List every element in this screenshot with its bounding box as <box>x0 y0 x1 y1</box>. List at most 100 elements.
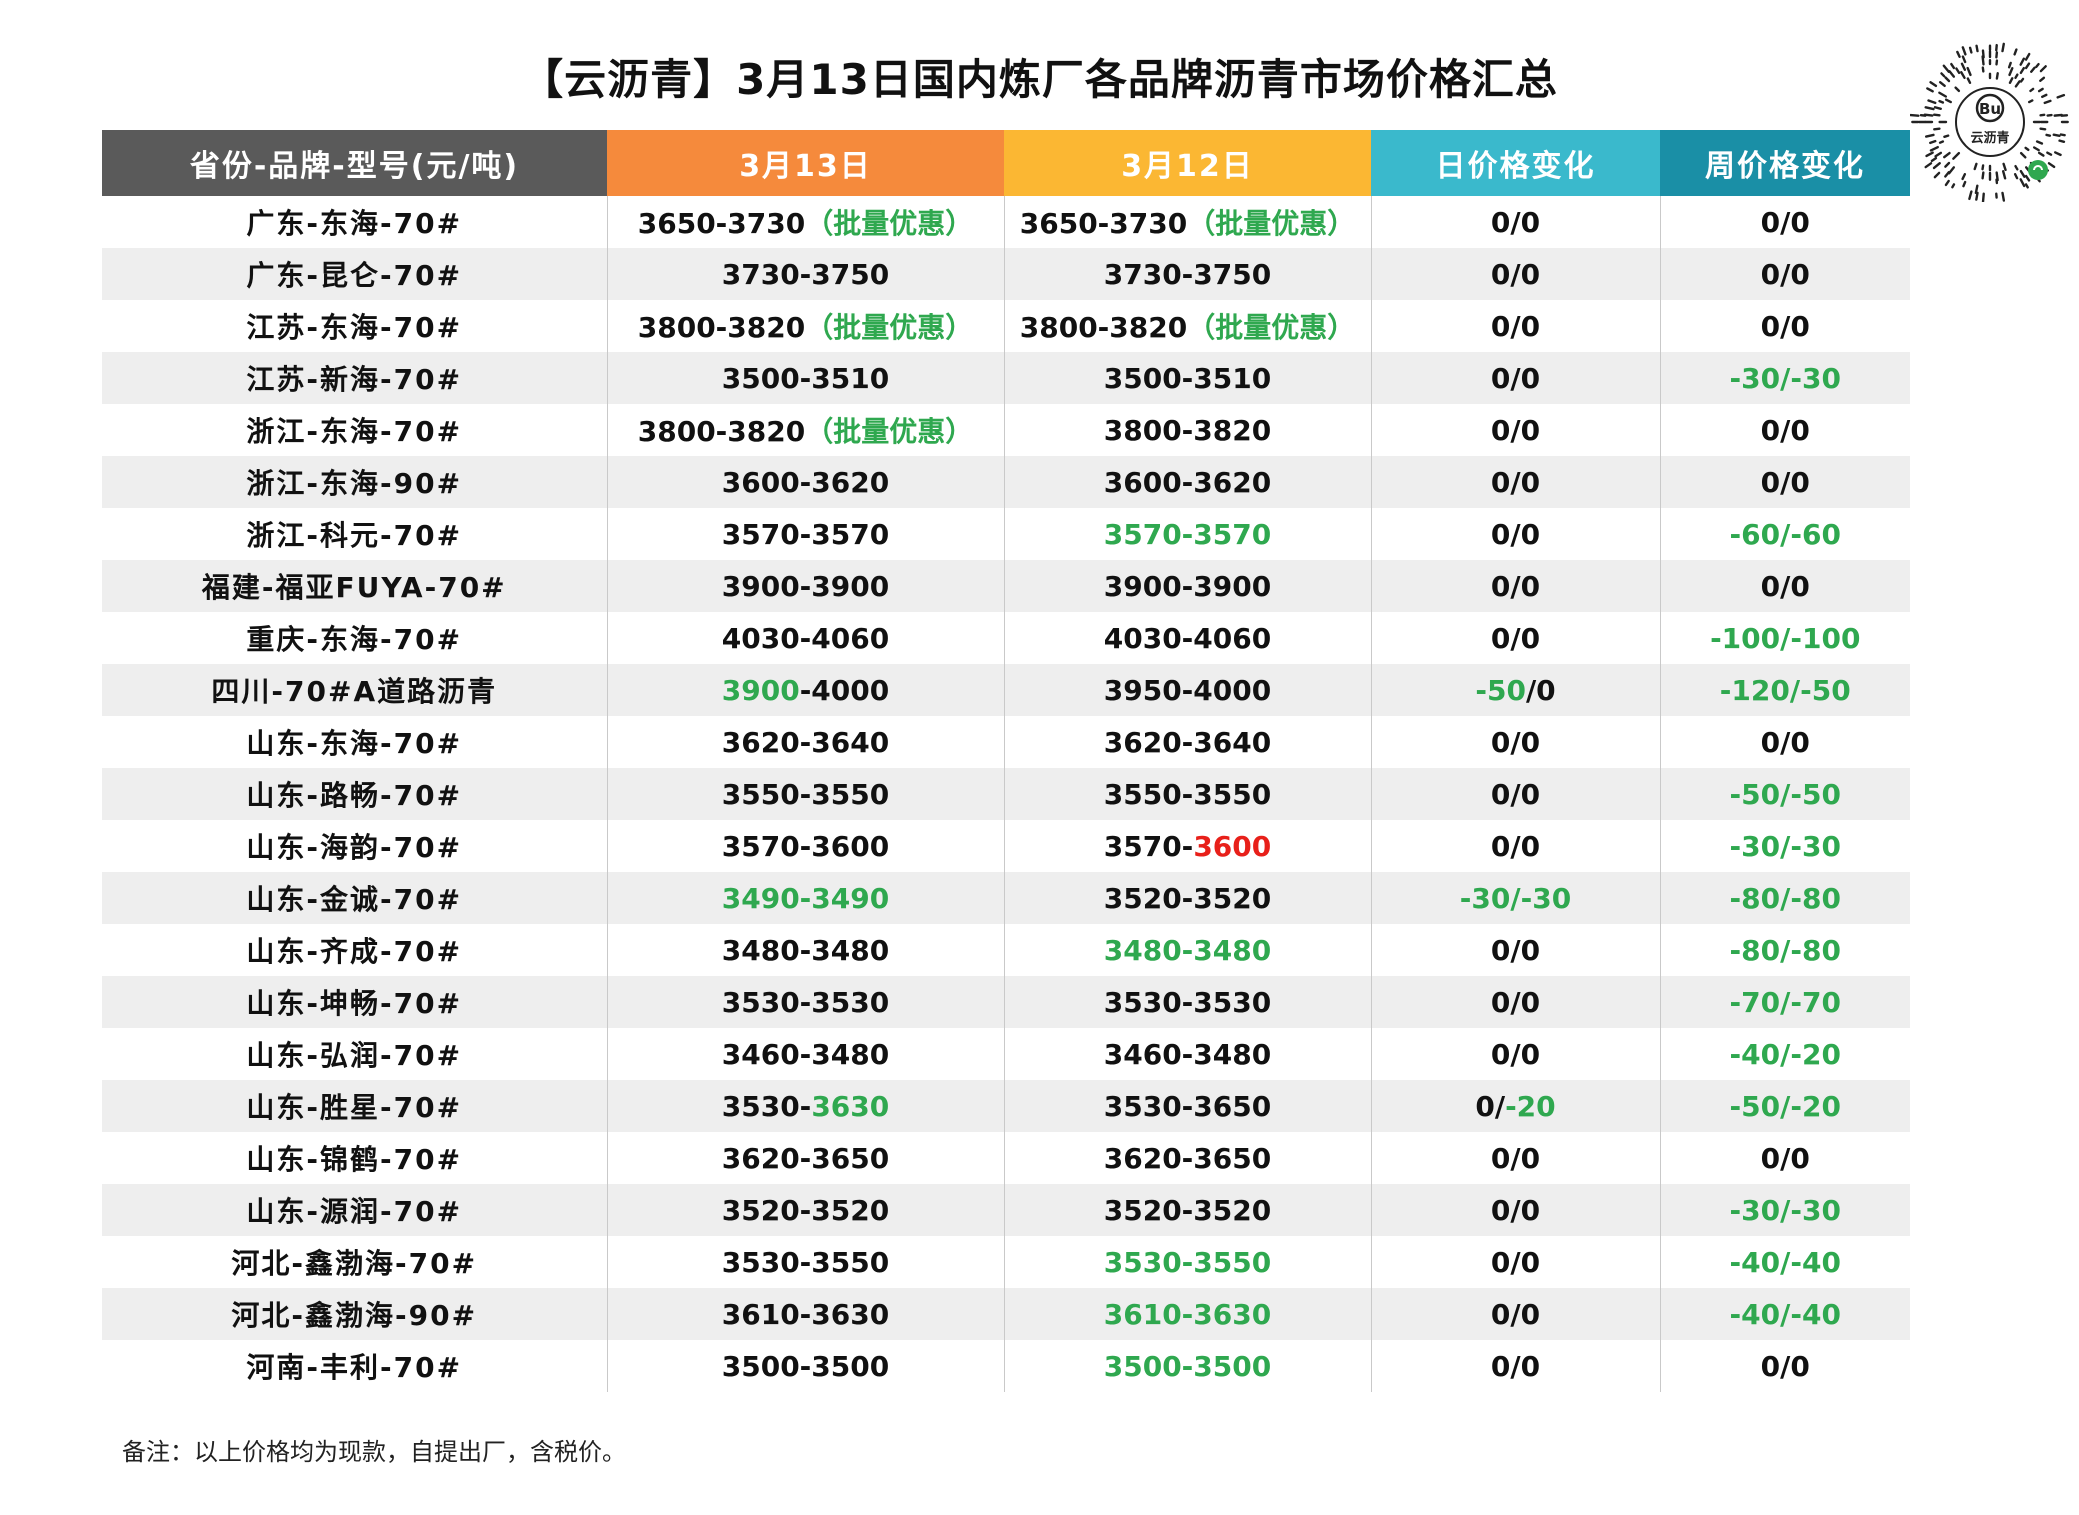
cell-value: -30/-30 <box>1459 881 1572 915</box>
qr-dot <box>1927 99 1937 105</box>
cell-value: 3630 <box>811 1089 890 1123</box>
qr-dot <box>2037 151 2045 157</box>
cell-value: -50 <box>1475 673 1526 707</box>
table-cell: 3490-3490 <box>606 872 1004 924</box>
table-cell: -100/-100 <box>1659 612 1910 664</box>
table-cell: 0/0 <box>1370 976 1660 1028</box>
logo-icon <box>1975 93 2005 123</box>
cell-value: 0/0 <box>1760 257 1810 291</box>
qr-dot <box>1929 145 1939 152</box>
qr-dot <box>1944 171 1950 178</box>
table-cell: 3620-3640 <box>1003 716 1371 768</box>
table-cell: 3530-3630 <box>606 1080 1004 1132</box>
cell-value: 3600 <box>1193 829 1272 863</box>
qr-dot <box>1952 151 1961 160</box>
table-cell: 0/0 <box>1370 456 1660 508</box>
table-cell: 3460-3480 <box>606 1028 1004 1080</box>
table-cell: 0/0 <box>1370 820 1660 872</box>
row-label: 山东-弘润-70# <box>102 1028 607 1080</box>
cell-value: 3520-3520 <box>1103 881 1272 915</box>
row-label: 浙江-东海-90# <box>102 456 607 508</box>
qr-dot <box>1933 106 1942 111</box>
cell-value: 0/0 <box>1760 205 1810 239</box>
table-cell: 3520-3520 <box>1003 1184 1371 1236</box>
cell-value: 3570-3570 <box>1103 517 1272 551</box>
cell-value: 3520-3520 <box>721 1193 890 1227</box>
table-cell: 0/-20 <box>1370 1080 1660 1132</box>
cell-value: -60/-60 <box>1729 517 1841 551</box>
qr-dot <box>1943 151 1951 159</box>
table-row: 江苏-新海-70# 3500-3510 3500-3510 0/0 -30/-30 <box>102 352 1910 404</box>
qr-dot <box>2059 133 2066 137</box>
qr-dot <box>2019 66 2026 75</box>
table-cell: 3620-3640 <box>606 716 1004 768</box>
cell-value: 3520-3520 <box>1103 1193 1272 1227</box>
table-cell: 3900-3900 <box>606 560 1004 612</box>
cell-value: （批量优惠） <box>805 415 974 448</box>
qr-dot <box>1930 156 1938 163</box>
table-cell: 3950-4000 <box>1003 664 1371 716</box>
table-row: 浙江-东海-90# 3600-3620 3600-3620 0/0 0/0 <box>102 456 1910 508</box>
qr-dot <box>2024 62 2031 70</box>
table-row: 重庆-东海-70# 4030-4060 4030-4060 0/0 -100/-100 <box>102 612 1910 664</box>
qr-dot <box>1966 77 1972 84</box>
cell-value: （批量优惠） <box>1187 311 1356 344</box>
qr-dot <box>2013 173 2019 180</box>
cell-value: 3800-3820 <box>1103 413 1272 447</box>
row-label: 河北-鑫渤海-70# <box>102 1236 607 1288</box>
table-cell: 3570-3600 <box>1003 820 1371 872</box>
table-cell: 3610-3630 <box>1003 1288 1371 1340</box>
table-cell: 0/0 <box>1370 612 1660 664</box>
table-cell: 3530-3530 <box>1003 976 1371 1028</box>
cell-value: 3610-3630 <box>1103 1297 1272 1331</box>
qr-dot <box>1938 91 1948 98</box>
cell-value: 0/0 <box>1490 621 1541 655</box>
page-title: 【云沥青】3月13日国内炼厂各品牌沥青市场价格汇总 <box>521 55 1558 104</box>
qr-dot <box>2014 80 2021 88</box>
table-row: 山东-东海-70# 3620-3640 3620-3640 0/0 0/0 <box>102 716 1910 768</box>
table-cell: 3800-3820（批量优惠） <box>1003 300 1371 352</box>
cell-value: 3500-3500 <box>1103 1349 1272 1383</box>
table-cell: -50/-50 <box>1659 768 1910 820</box>
cell-value: 0/0 <box>1490 413 1541 447</box>
qr-dot <box>1929 139 1937 145</box>
qr-dot <box>2039 127 2047 131</box>
table-cell: 0/0 <box>1370 924 1660 976</box>
qr-dot <box>1956 50 1961 58</box>
cell-value: 0/0 <box>1760 465 1810 499</box>
cell-value: 3610-3630 <box>721 1297 890 1331</box>
qr-dot <box>1929 81 1938 88</box>
cell-value: 3950-4000 <box>1103 673 1272 707</box>
qr-dot <box>2001 42 2005 53</box>
cell-value: 0/0 <box>1490 1037 1541 1071</box>
qr-dot <box>2056 93 2066 99</box>
table-cell: 0/0 <box>1370 196 1660 248</box>
qr-dot <box>1961 173 1967 181</box>
cell-value: -4000 <box>799 673 890 707</box>
table-cell: 3530-3530 <box>606 976 1004 1028</box>
cell-value: 0/0 <box>1490 309 1541 343</box>
table-row: 福建-福亚FUYA-70# 3900-3900 3900-3900 0/0 0/0 <box>102 560 1910 612</box>
qr-dot <box>1954 86 1961 93</box>
table-cell: 0/0 <box>1370 1340 1660 1392</box>
qr-dot <box>2032 146 2040 152</box>
cell-value: 3900-3900 <box>1103 569 1272 603</box>
logo-text: 云沥青 <box>1970 130 2009 146</box>
cell-value: -40/-40 <box>1729 1297 1841 1331</box>
table-header-row: 省份-品牌-型号(元/吨) 3月13日 3月12日 日价格变化 周价格变化 <box>102 130 1910 196</box>
table-cell: 3800-3820（批量优惠） <box>606 300 1004 352</box>
qr-dot <box>1950 62 1956 70</box>
qr-dot <box>2008 77 2014 84</box>
qr-dot <box>1951 183 1956 189</box>
row-label: 山东-源润-70# <box>102 1184 607 1236</box>
table-cell: 3900-3900 <box>1003 560 1371 612</box>
cell-value: 0/ <box>1475 1089 1506 1123</box>
table-cell: 3480-3480 <box>606 924 1004 976</box>
cell-value: 3500-3500 <box>721 1349 890 1383</box>
qr-dot <box>2046 151 2053 156</box>
table-cell: 0/0 <box>1370 716 1660 768</box>
cell-value: -80/-80 <box>1729 881 1841 915</box>
qr-dot <box>2019 169 2026 178</box>
cell-value: -70/-70 <box>1729 985 1841 1019</box>
qr-dot <box>1940 72 1946 78</box>
